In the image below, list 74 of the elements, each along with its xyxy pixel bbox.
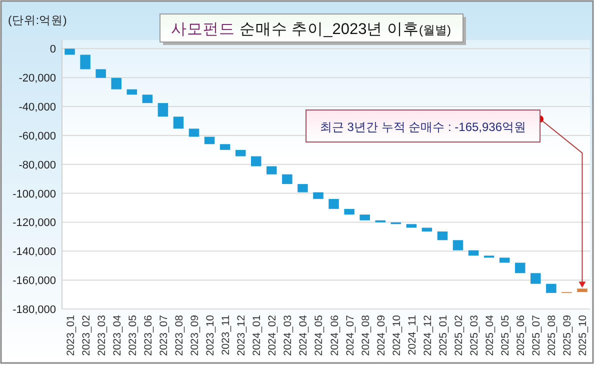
x-tick-label: 2023_11 bbox=[220, 314, 232, 356]
bar bbox=[204, 136, 215, 144]
bar bbox=[111, 78, 122, 90]
bar bbox=[499, 258, 510, 263]
bar bbox=[220, 144, 230, 150]
x-tick-label: 2024_07 bbox=[344, 314, 356, 356]
y-tick-label: -120,000 bbox=[12, 217, 56, 230]
x-tick-label: 2023_05 bbox=[126, 314, 139, 356]
bar bbox=[96, 69, 106, 78]
x-tick-label: 2024_02 bbox=[266, 314, 279, 356]
y-tick-label: -100,000 bbox=[12, 188, 56, 200]
x-tick-label: 2023_08 bbox=[173, 314, 186, 356]
bar bbox=[468, 250, 479, 256]
bar bbox=[158, 103, 168, 117]
x-tick-label: 2024_08 bbox=[360, 314, 372, 356]
bar bbox=[126, 89, 138, 95]
x-tick-label: 2024_10 bbox=[390, 314, 403, 356]
text: (단위:억원) bbox=[8, 15, 68, 27]
bar bbox=[250, 156, 262, 166]
x-tick-label: 2024_03 bbox=[282, 314, 294, 356]
x-tick-label: 2025_04 bbox=[484, 314, 496, 356]
x-tick-label: 2023_09 bbox=[189, 314, 201, 356]
x-tick-label: 2023_07 bbox=[158, 314, 170, 356]
x-tick-label: 2023_01 bbox=[64, 314, 77, 356]
bar bbox=[173, 116, 184, 129]
x-tick-label: 2025_05 bbox=[500, 314, 512, 356]
x-tick-label: 2023_02 bbox=[80, 314, 92, 356]
x-tick-label: 2023_03 bbox=[96, 314, 108, 356]
bar bbox=[406, 224, 417, 228]
bar bbox=[514, 262, 526, 274]
y-tick-label: 0 bbox=[50, 44, 56, 56]
bar bbox=[452, 240, 464, 250]
x-tick-label: 2024_09 bbox=[375, 314, 388, 356]
bar bbox=[142, 94, 153, 104]
x-tick-label: 2025_08 bbox=[546, 314, 558, 356]
y-tick-label: -160,000 bbox=[12, 275, 56, 288]
x-tick-label: 2025_06 bbox=[515, 314, 528, 356]
bar bbox=[437, 231, 448, 240]
x-tick-label: 2024_06 bbox=[328, 314, 341, 356]
x-tick-label: 2025_09 bbox=[562, 314, 574, 356]
x-tick-label: 2025_02 bbox=[453, 314, 465, 356]
bar bbox=[360, 214, 370, 220]
y-tick-label: -60,000 bbox=[18, 130, 56, 142]
x-tick-label: 2025_10 bbox=[577, 314, 590, 356]
x-tick-label: 2025_01 bbox=[437, 314, 450, 356]
x-tick-label: 2024_05 bbox=[313, 314, 326, 356]
bar bbox=[188, 128, 200, 137]
bar bbox=[298, 184, 308, 192]
x-tick-label: 2024_04 bbox=[298, 314, 310, 356]
x-tick-label: 2024_01 bbox=[251, 314, 264, 356]
annotation: 최근 3년간 누적 순매수 : -165,936억원 bbox=[320, 120, 526, 134]
bar bbox=[282, 174, 292, 184]
x-tick-label: 2025_03 bbox=[468, 314, 481, 356]
y-tick-label: -140,000 bbox=[12, 246, 56, 258]
bar bbox=[422, 228, 432, 232]
bar bbox=[313, 192, 324, 199]
bar bbox=[344, 208, 354, 215]
y-tick-label: -180,000 bbox=[12, 304, 56, 316]
x-tick-label: 2025_07 bbox=[530, 314, 543, 356]
y-tick-label: -40,000 bbox=[18, 102, 56, 114]
bar bbox=[266, 166, 277, 174]
bar bbox=[328, 198, 339, 209]
x-tick-label: 2023_12 bbox=[236, 314, 248, 356]
bar bbox=[64, 48, 75, 55]
x-tick-label: 2024_12 bbox=[422, 314, 434, 356]
x-tick-label: 2023_06 bbox=[142, 314, 154, 356]
chart-title: 사모펀드 순매수 추이_2023년 이후(월별) bbox=[170, 21, 452, 38]
x-tick-label: 2024_11 bbox=[406, 314, 418, 356]
bar bbox=[235, 150, 246, 156]
bar bbox=[80, 54, 90, 70]
y-tick-label: -20,000 bbox=[18, 72, 56, 85]
y-tick-label: -80,000 bbox=[18, 159, 56, 172]
x-tick-label: 2023_10 bbox=[204, 314, 217, 356]
x-tick-label: 2023_04 bbox=[111, 314, 124, 356]
